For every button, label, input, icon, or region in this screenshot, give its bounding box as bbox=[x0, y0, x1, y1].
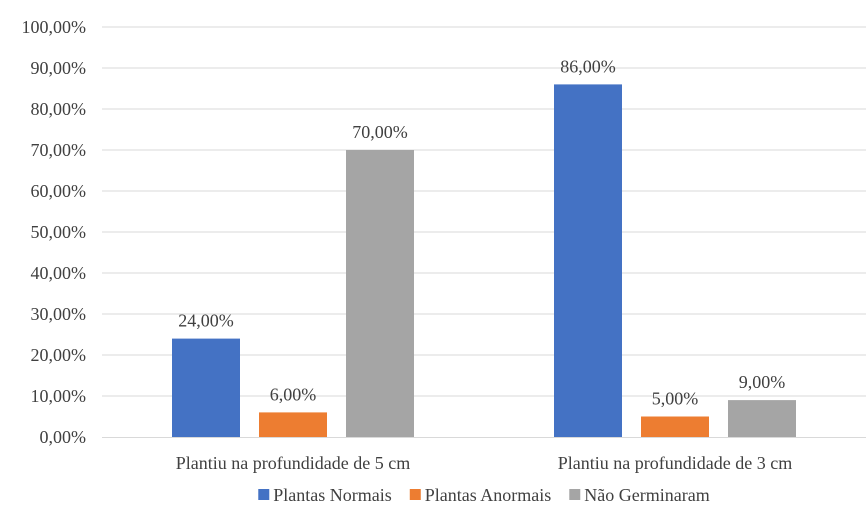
legend-label: Plantas Normais bbox=[273, 485, 392, 505]
bar bbox=[641, 416, 709, 437]
y-tick-label: 0,00% bbox=[40, 427, 87, 447]
legend-swatch bbox=[258, 489, 270, 500]
legend-item: Não Germinaram bbox=[569, 485, 710, 505]
x-axis-category-labels: Plantiu na profundidade de 5 cm Plantiu n… bbox=[176, 453, 792, 473]
legend-item: Plantas Anormais bbox=[409, 485, 552, 505]
y-tick-label: 100,00% bbox=[22, 17, 87, 37]
data-labels: 24,00% 6,00% 70,00% 86,00% 5,00% 9,00% bbox=[178, 56, 785, 408]
y-tick-label: 80,00% bbox=[31, 99, 87, 119]
data-label: 5,00% bbox=[652, 389, 699, 409]
data-label: 24,00% bbox=[178, 311, 234, 331]
legend-item: Plantas Normais bbox=[258, 485, 392, 505]
y-tick-label: 10,00% bbox=[31, 386, 87, 406]
legend-label: Plantas Anormais bbox=[425, 485, 552, 505]
legend: Plantas Normais Plantas Anormais Não Germi… bbox=[258, 485, 710, 505]
data-label: 9,00% bbox=[739, 372, 786, 392]
x-category-label: Plantiu na profundidade de 5 cm bbox=[176, 453, 410, 473]
legend-swatch bbox=[409, 489, 421, 500]
y-tick-label: 70,00% bbox=[31, 140, 87, 160]
legend-swatch bbox=[569, 489, 581, 500]
y-tick-label: 50,00% bbox=[31, 222, 87, 242]
y-tick-label: 30,00% bbox=[31, 304, 87, 324]
y-tick-label: 60,00% bbox=[31, 181, 87, 201]
bar bbox=[728, 400, 796, 437]
y-axis-tick-labels: 0,00% 10,00% 20,00% 30,00% 40,00% 50,00% 60,00… bbox=[22, 17, 87, 447]
y-tick-label: 20,00% bbox=[31, 345, 87, 365]
bar bbox=[346, 150, 414, 437]
x-category-label: Plantiu na profundidade de 3 cm bbox=[558, 453, 792, 473]
bar bbox=[259, 412, 327, 437]
y-tick-label: 90,00% bbox=[31, 58, 87, 78]
bar bbox=[554, 84, 622, 438]
bar bbox=[172, 338, 240, 437]
data-label: 6,00% bbox=[270, 384, 317, 404]
bars bbox=[172, 84, 796, 438]
y-tick-label: 40,00% bbox=[31, 263, 87, 283]
legend-label: Não Germinaram bbox=[584, 485, 709, 505]
data-label: 70,00% bbox=[352, 122, 408, 142]
data-label: 86,00% bbox=[560, 56, 616, 76]
